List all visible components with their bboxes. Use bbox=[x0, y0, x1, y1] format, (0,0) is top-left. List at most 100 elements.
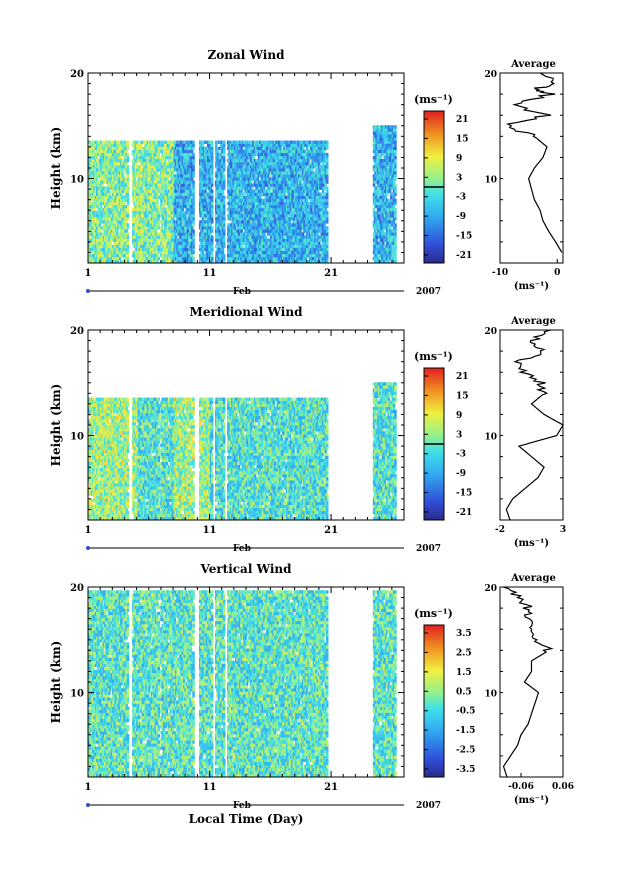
heatmap-cell bbox=[110, 174, 114, 178]
heatmap-cell bbox=[140, 168, 143, 172]
heatmap-cell bbox=[149, 232, 152, 236]
heatmap-cell bbox=[157, 192, 160, 196]
heatmap-cell bbox=[165, 183, 168, 187]
heatmap-cell bbox=[134, 238, 138, 242]
heatmap-cell bbox=[185, 201, 189, 206]
heatmap-cell bbox=[182, 189, 186, 193]
heatmap-cell bbox=[93, 253, 96, 258]
heatmap-cell bbox=[137, 235, 140, 239]
heatmap-cell bbox=[106, 211, 110, 215]
heatmap-cell bbox=[92, 204, 95, 209]
heatmap-cell bbox=[157, 223, 160, 227]
heatmap-cell bbox=[100, 220, 103, 224]
heatmap-cell bbox=[211, 256, 214, 261]
heatmap-cell bbox=[94, 253, 98, 258]
heatmap-cell bbox=[138, 253, 142, 258]
heatmap-cell bbox=[237, 220, 241, 224]
heatmap-cell bbox=[124, 253, 127, 258]
heatmap-cell bbox=[102, 250, 106, 255]
heatmap-cell bbox=[136, 208, 139, 212]
heatmap-cell bbox=[89, 208, 92, 212]
heatmap-cell bbox=[149, 235, 152, 239]
heatmap-cell bbox=[140, 204, 143, 209]
heatmap-cell bbox=[152, 201, 155, 206]
heatmap-cell bbox=[92, 232, 95, 236]
heatmap-cell bbox=[166, 229, 170, 233]
heatmap-cell bbox=[156, 244, 159, 248]
heatmap-cell bbox=[96, 204, 99, 209]
heatmap-cell bbox=[148, 211, 151, 215]
heatmap-cell bbox=[189, 159, 193, 163]
heatmap-cell bbox=[113, 211, 116, 215]
heatmap-cell bbox=[112, 238, 115, 242]
heatmap-cell bbox=[102, 140, 106, 144]
heatmap-cell bbox=[118, 241, 122, 245]
heatmap-cell bbox=[164, 195, 167, 199]
heatmap-cell bbox=[153, 220, 156, 224]
heatmap-cell bbox=[124, 260, 127, 264]
heatmap-cell bbox=[245, 244, 249, 248]
heatmap-cell bbox=[110, 143, 114, 147]
heatmap-cell bbox=[168, 229, 171, 233]
heatmap-cell bbox=[146, 198, 150, 203]
heatmap-cell bbox=[118, 238, 122, 242]
heatmap-cell bbox=[190, 177, 194, 181]
heatmap-cell bbox=[146, 253, 150, 258]
heatmap-cell bbox=[116, 201, 119, 206]
heatmap-cell bbox=[108, 211, 111, 215]
heatmap-cell bbox=[140, 238, 143, 242]
heatmap-cell bbox=[161, 168, 164, 172]
heatmap-cell bbox=[150, 232, 154, 236]
heatmap-cell bbox=[108, 204, 111, 209]
heatmap-cell bbox=[92, 241, 95, 245]
heatmap-cell bbox=[93, 260, 96, 264]
heatmap-cell bbox=[104, 241, 107, 245]
heatmap-cell bbox=[134, 183, 138, 187]
heatmap-cell bbox=[188, 238, 191, 242]
heatmap-cell bbox=[162, 149, 166, 154]
heatmap-cell bbox=[98, 186, 102, 190]
heatmap-cell bbox=[233, 165, 237, 169]
heatmap-cell bbox=[104, 226, 107, 230]
heatmap-cell bbox=[162, 232, 166, 236]
heatmap-cell bbox=[148, 232, 151, 236]
heatmap-cell bbox=[164, 238, 167, 242]
heatmap-cell bbox=[166, 165, 170, 169]
heatmap-cell bbox=[114, 146, 118, 150]
heatmap-cell bbox=[141, 253, 144, 258]
heatmap-cell bbox=[138, 260, 142, 264]
heatmap-cell bbox=[140, 198, 143, 203]
heatmap-cell bbox=[122, 244, 126, 248]
heatmap-cell bbox=[160, 162, 163, 166]
heatmap-cell bbox=[192, 223, 195, 227]
heatmap-cell bbox=[140, 140, 143, 144]
heatmap-cell bbox=[211, 152, 214, 157]
heatmap-cell bbox=[160, 214, 163, 218]
heatmap-cell bbox=[211, 195, 214, 199]
heatmap-cell bbox=[154, 223, 158, 227]
heatmap-cell bbox=[141, 204, 144, 209]
heatmap-cell bbox=[165, 171, 168, 175]
heatmap-cell bbox=[92, 253, 95, 258]
heatmap-cell bbox=[102, 146, 106, 150]
heatmap-cell bbox=[142, 177, 146, 181]
heatmap-cell bbox=[106, 149, 110, 154]
heatmap-cell bbox=[144, 195, 147, 199]
heatmap-cell bbox=[192, 247, 195, 252]
heatmap-cell bbox=[149, 250, 152, 255]
heatmap-cell bbox=[162, 198, 166, 203]
heatmap-cell bbox=[114, 186, 118, 190]
heatmap-cell bbox=[137, 165, 140, 169]
heatmap-cell bbox=[98, 223, 102, 227]
heatmap-cell bbox=[124, 140, 127, 144]
heatmap-cell bbox=[120, 195, 123, 199]
heatmap-cell bbox=[132, 208, 135, 212]
heatmap-cell bbox=[126, 152, 130, 157]
heatmap-cell bbox=[102, 256, 106, 261]
heatmap-cell bbox=[138, 226, 142, 230]
heatmap-cell bbox=[186, 229, 190, 233]
heatmap-cell bbox=[98, 238, 102, 242]
heatmap-cell bbox=[112, 189, 115, 193]
heatmap-cell bbox=[89, 238, 92, 242]
heatmap-cell bbox=[201, 143, 205, 147]
